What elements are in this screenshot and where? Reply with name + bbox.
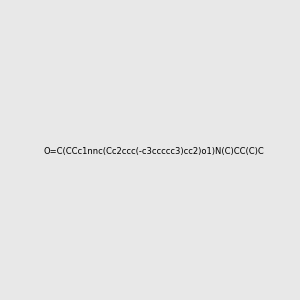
Text: O=C(CCc1nnc(Cc2ccc(-c3ccccc3)cc2)o1)N(C)CC(C)C: O=C(CCc1nnc(Cc2ccc(-c3ccccc3)cc2)o1)N(C)… xyxy=(44,147,264,156)
